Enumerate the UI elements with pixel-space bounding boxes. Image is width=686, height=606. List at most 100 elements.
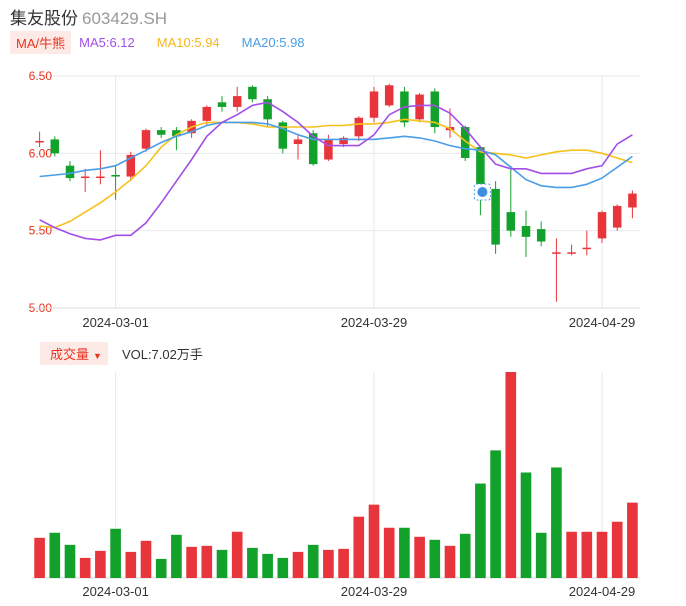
- price-date-tick-label: 2024-03-01: [82, 315, 149, 330]
- ma-indicator-selector[interactable]: MA/牛熊: [10, 30, 72, 54]
- volume-bar: [383, 527, 395, 578]
- ma-legend: MA/牛熊 MA5:6.12 MA10:5.94 MA20:5.98: [10, 30, 327, 54]
- candle-body: [476, 147, 485, 200]
- caret-down-icon: ▼: [93, 351, 102, 361]
- ma10-value: MA10:5.94: [156, 34, 220, 50]
- volume-bar: [368, 504, 380, 578]
- volume-bar: [505, 372, 517, 578]
- volume-bar: [551, 467, 562, 578]
- volume-bar: [581, 531, 593, 578]
- candle-body: [415, 94, 424, 120]
- volume-bar: [231, 531, 243, 578]
- volume-legend: 成交量 ▼ VOL:7.02万手: [40, 342, 203, 365]
- candle-body: [172, 130, 181, 137]
- candle-body: [597, 212, 607, 239]
- ma5-value: MA5:6.12: [79, 34, 135, 50]
- candle-body: [141, 130, 151, 149]
- candle-body: [369, 91, 379, 118]
- volume-bar: [79, 557, 91, 578]
- price-date-tick-label: 2024-03-29: [341, 315, 408, 330]
- volume-bar: [262, 553, 273, 578]
- candle-body: [536, 229, 546, 242]
- volume-bar: [338, 548, 349, 578]
- candle-body: [628, 193, 637, 208]
- candle-body: [111, 174, 120, 177]
- candle-body: [293, 139, 303, 145]
- volume-bar: [596, 531, 608, 578]
- price-date-tick-label: 2024-04-29: [569, 315, 636, 330]
- volume-bar: [49, 532, 61, 578]
- candle-body: [248, 86, 257, 100]
- volume-bar: [216, 549, 228, 578]
- candle-body: [65, 165, 75, 179]
- volume-bar: [292, 551, 304, 578]
- event-marker-dot: [477, 187, 488, 197]
- candle-body: [430, 91, 440, 128]
- volume-indicator-selector[interactable]: 成交量 ▼: [40, 342, 108, 365]
- candle-body: [339, 137, 348, 145]
- price-tick-label: 6.50: [29, 69, 53, 83]
- candle-body: [96, 176, 105, 179]
- volume-bar: [140, 540, 152, 578]
- candle-body: [567, 252, 576, 254]
- volume-date-tick-label: 2024-03-01: [82, 584, 149, 599]
- volume-bar: [353, 516, 365, 578]
- volume-bar: [475, 483, 486, 578]
- candle-body: [80, 176, 90, 179]
- stock-title: 集友股份 603429.SH: [10, 4, 167, 29]
- volume-bar: [414, 536, 425, 578]
- volume-bar: [459, 533, 471, 578]
- candle-body: [156, 130, 166, 135]
- stock-code: 603429.SH: [82, 9, 168, 28]
- volume-bar: [95, 550, 106, 578]
- candle-body: [384, 85, 394, 106]
- volume-bar: [64, 544, 76, 578]
- volume-bar: [429, 539, 441, 578]
- candle-body: [232, 96, 242, 107]
- volume-tag-label: 成交量: [50, 347, 90, 362]
- volume-bar: [307, 544, 319, 578]
- candle-body: [460, 127, 470, 158]
- candle-body: [263, 99, 272, 120]
- candle-body: [217, 102, 227, 107]
- candle-body: [126, 154, 136, 177]
- volume-date-tick-label: 2024-03-29: [341, 584, 408, 599]
- candle-body: [278, 122, 288, 149]
- volume-bar: [323, 549, 334, 578]
- volume-bar: [201, 545, 213, 578]
- candle-body: [35, 140, 44, 143]
- price-tick-label: 6.00: [29, 146, 53, 160]
- stock-name: 集友股份: [10, 9, 78, 28]
- candle-body: [552, 252, 561, 254]
- volume-bar: [277, 557, 289, 578]
- ma10-line: [39, 118, 633, 229]
- volume-bar: [34, 537, 45, 578]
- volume-bar: [444, 545, 456, 578]
- candle-body: [308, 133, 318, 165]
- candle-body: [202, 106, 212, 121]
- volume-bar: [186, 546, 197, 578]
- volume-bar: [627, 502, 638, 578]
- candle-body: [491, 188, 500, 245]
- volume-bar: [490, 450, 501, 578]
- volume-bar: [125, 551, 137, 578]
- volume-bar: [247, 547, 258, 578]
- candle-body: [582, 247, 592, 250]
- volume-bar: [611, 521, 623, 578]
- candle-body: [506, 212, 516, 231]
- volume-bar: [566, 531, 577, 578]
- volume-bar: [171, 534, 182, 578]
- ma5-line: [39, 101, 633, 241]
- candle-body: [612, 205, 622, 228]
- volume-bar: [110, 528, 121, 578]
- candle-body: [50, 139, 60, 154]
- volume-date-tick-label: 2024-04-29: [569, 584, 636, 599]
- candle-body: [521, 226, 531, 237]
- event-marker-icon[interactable]: [473, 183, 491, 201]
- ma20-line: [39, 121, 633, 189]
- volume-bar: [535, 532, 547, 578]
- volume-bar: [520, 472, 532, 578]
- volume-value: VOL:7.02万手: [121, 347, 203, 362]
- candle-body: [354, 117, 364, 137]
